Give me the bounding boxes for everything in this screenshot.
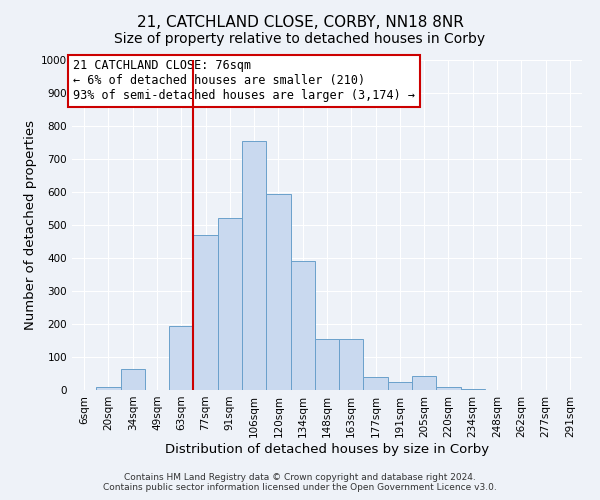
X-axis label: Distribution of detached houses by size in Corby: Distribution of detached houses by size …: [165, 442, 489, 456]
Bar: [290, 262, 315, 390]
Bar: [169, 326, 193, 390]
Bar: [339, 339, 364, 390]
Y-axis label: Number of detached properties: Number of detached properties: [24, 120, 37, 330]
Text: Contains HM Land Registry data © Crown copyright and database right 2024.
Contai: Contains HM Land Registry data © Crown c…: [103, 473, 497, 492]
Bar: [96, 386, 121, 390]
Bar: [193, 235, 218, 390]
Bar: [242, 141, 266, 390]
Bar: [218, 218, 242, 390]
Bar: [121, 368, 145, 390]
Bar: [412, 376, 436, 390]
Bar: [436, 388, 461, 390]
Bar: [315, 339, 339, 390]
Text: 21 CATCHLAND CLOSE: 76sqm
← 6% of detached houses are smaller (210)
93% of semi-: 21 CATCHLAND CLOSE: 76sqm ← 6% of detach…: [73, 60, 415, 102]
Bar: [388, 382, 412, 390]
Bar: [266, 194, 290, 390]
Text: Size of property relative to detached houses in Corby: Size of property relative to detached ho…: [115, 32, 485, 46]
Text: 21, CATCHLAND CLOSE, CORBY, NN18 8NR: 21, CATCHLAND CLOSE, CORBY, NN18 8NR: [137, 15, 463, 30]
Bar: [364, 377, 388, 390]
